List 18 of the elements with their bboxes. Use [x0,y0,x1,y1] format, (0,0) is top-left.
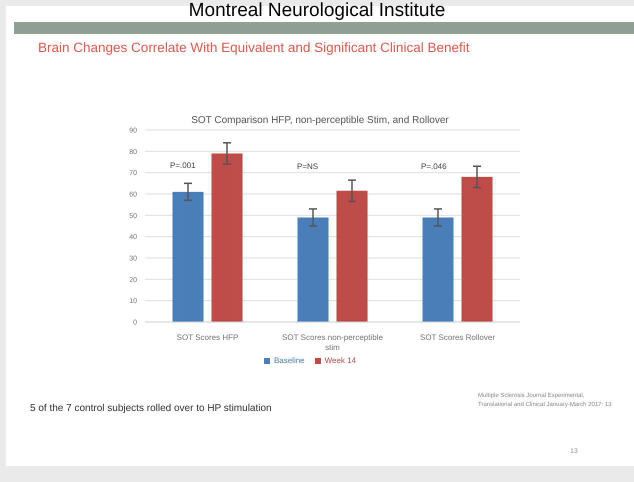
bar [462,176,492,322]
bar [298,217,328,322]
x-tick-label: SOT Scores non-perceptible stim [282,333,384,352]
text: 5 of the 7 control subjects rolled over to HP stimulation [30,403,272,414]
legend-label: Baseline [274,356,305,365]
text: Montreal Neurological Institute [188,0,446,22]
legend-label: Week 14 [324,356,356,365]
bar [422,217,454,322]
annotation: P=NS [296,162,320,171]
bar [336,190,368,322]
annotation: P=.001 [170,161,196,170]
annotation: P=.046 [420,162,448,171]
bar [172,192,204,322]
chart-title: Brain Changes Correlate With Equivalent and Significant Clinical Benefit [38,40,470,55]
bar [212,153,242,322]
chart-subtitle: SOT Comparison HFP, non-perceptible Stim, and Rollover [190,115,450,126]
x-tick-label: SOT Scores Rollover [420,333,496,342]
x-tick-label: SOT Scores HFP [176,333,238,342]
